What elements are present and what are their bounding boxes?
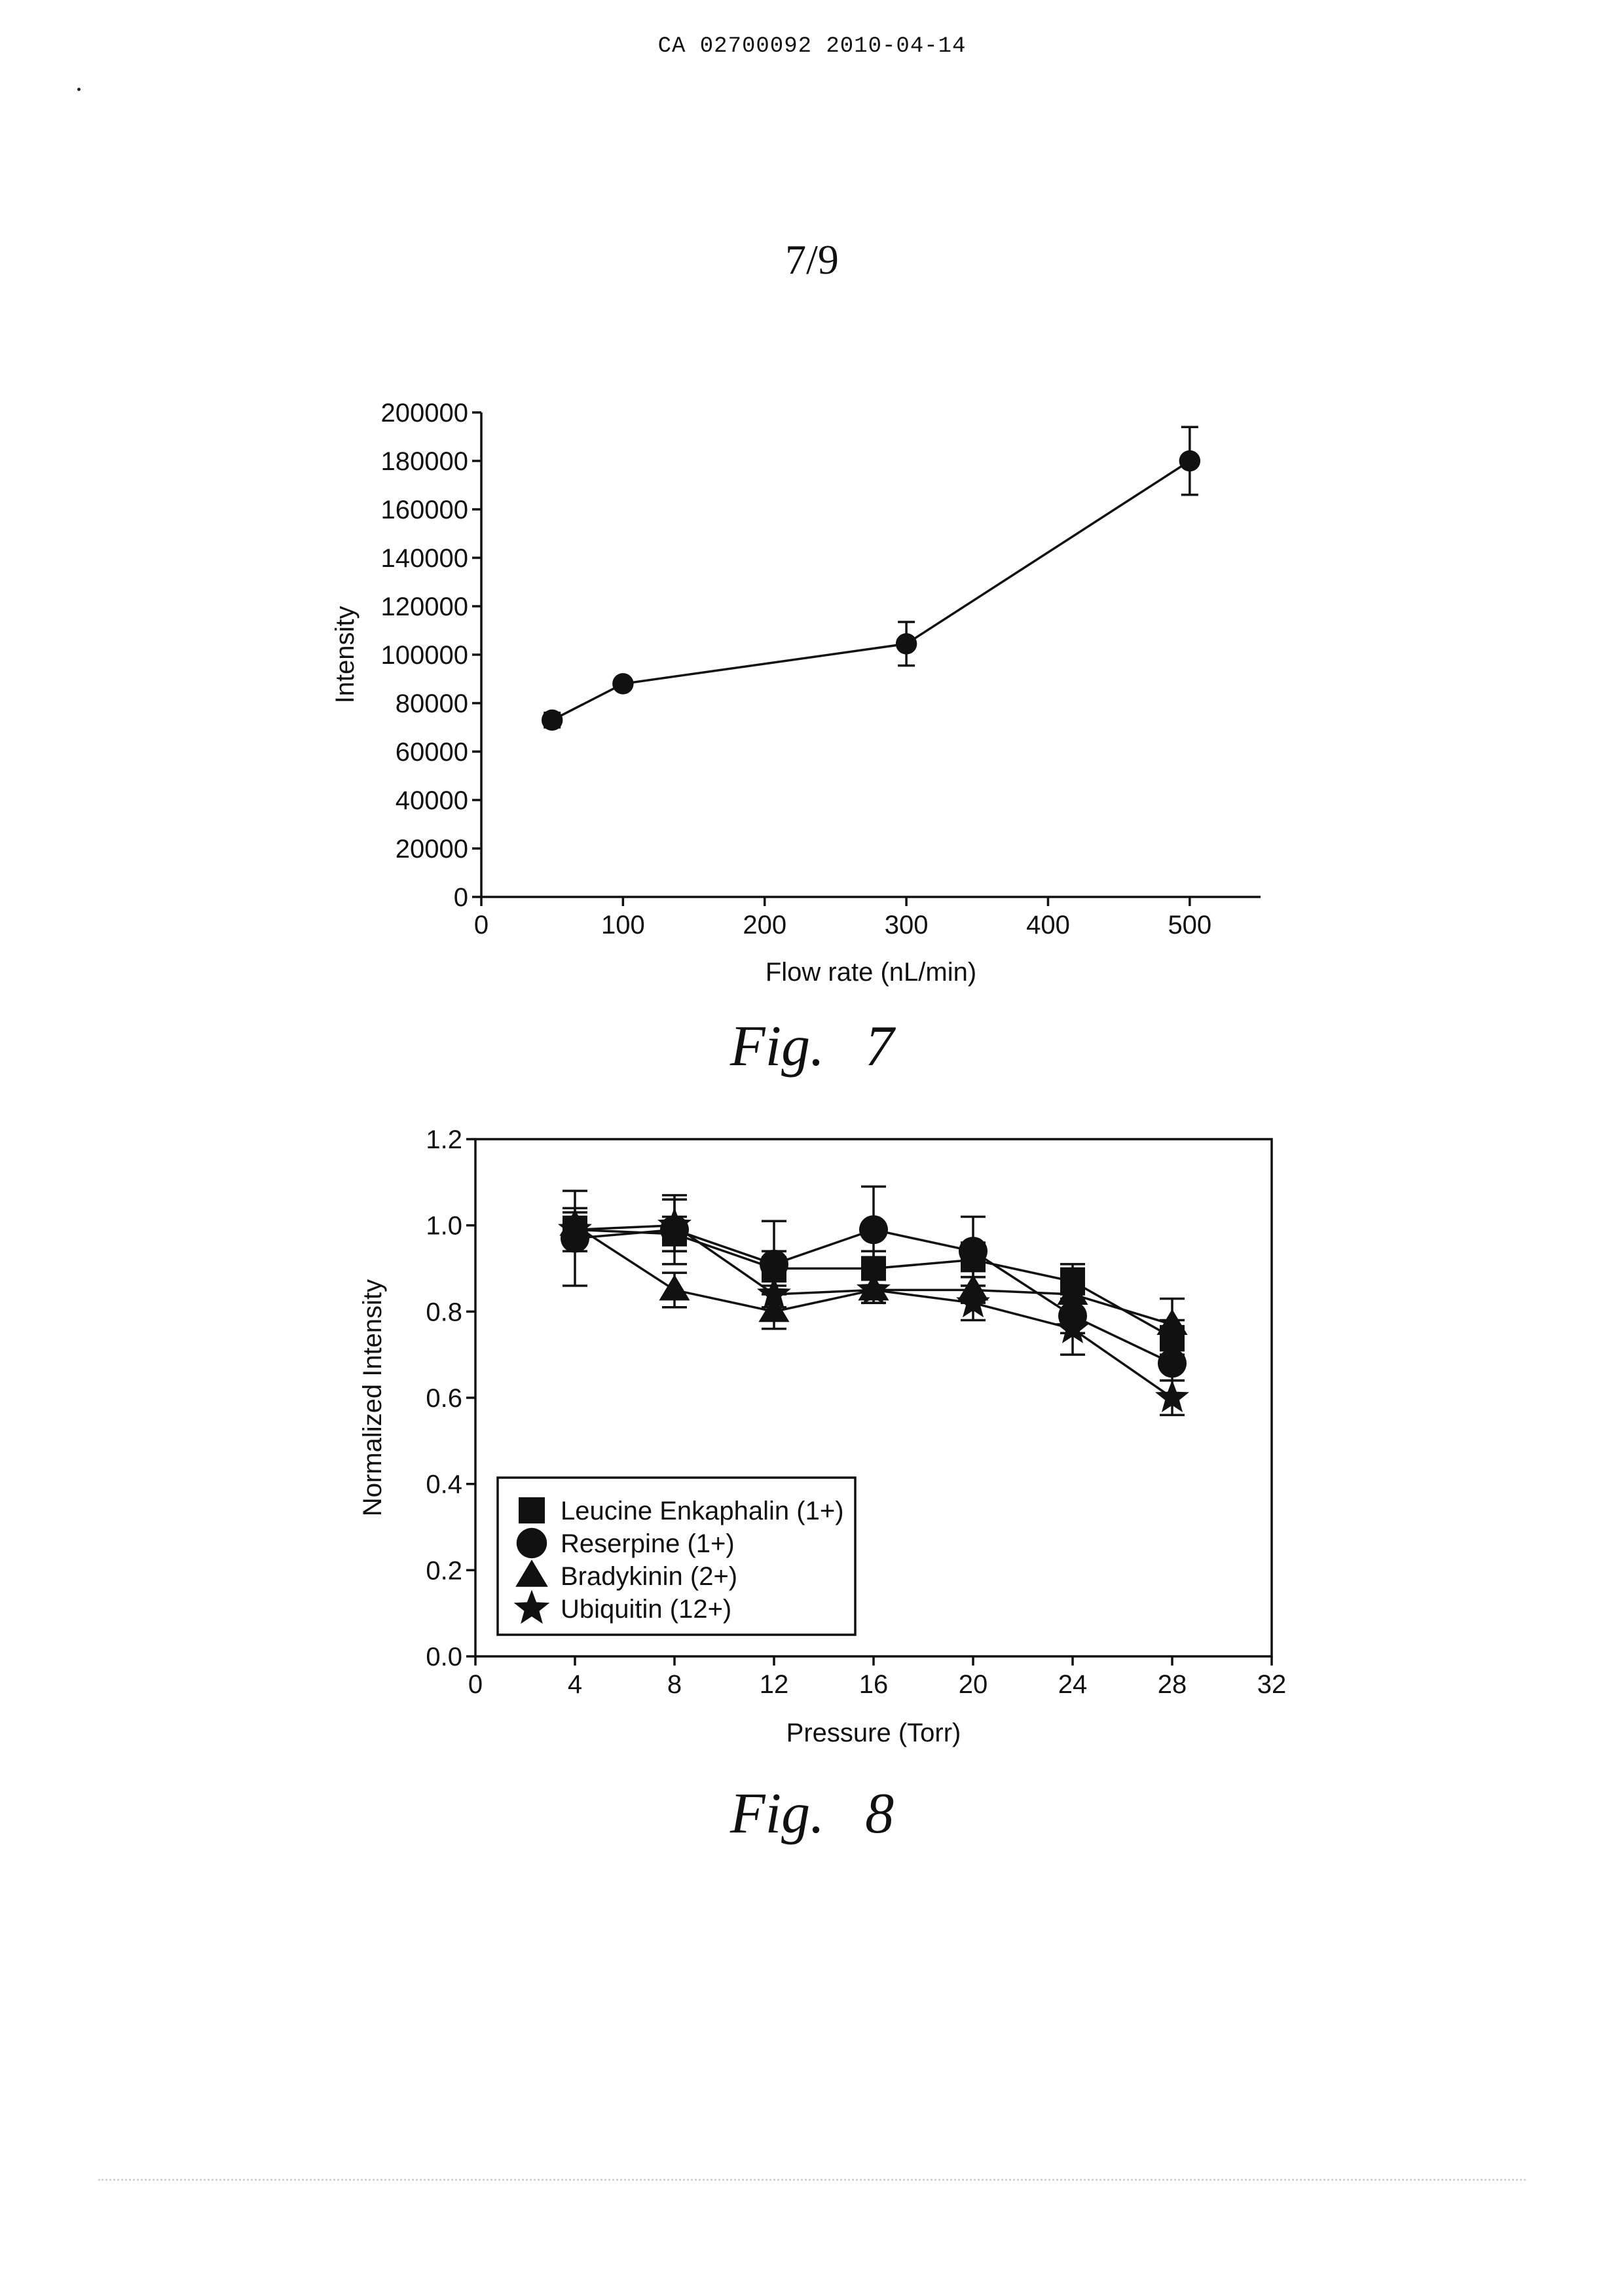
x-tick-label: 8 [667, 1670, 682, 1699]
y-tick-label: 20000 [396, 835, 468, 864]
series-line [552, 461, 1190, 720]
x-tick-label: 12 [760, 1670, 789, 1699]
data-point [542, 710, 563, 731]
figure-8-caption: Fig. 8 [0, 1781, 1624, 1847]
x-tick-label: 300 [885, 911, 929, 939]
x-axis-title: Flow rate (nL/min) [766, 958, 976, 987]
y-tick-label: 1.0 [426, 1212, 462, 1241]
x-tick-label: 500 [1168, 911, 1211, 939]
data-point [612, 673, 633, 694]
x-tick-label: 0 [468, 1670, 483, 1699]
x-tick-label: 100 [601, 911, 645, 939]
legend-label: Reserpine (1+) [561, 1529, 735, 1558]
y-tick-label: 0.2 [426, 1556, 462, 1585]
y-axis-title: Normalized Intensity [358, 1279, 387, 1516]
x-tick-label: 400 [1026, 911, 1070, 939]
y-tick-label: 60000 [396, 738, 468, 767]
document-id-header: CA 02700092 2010-04-14 [0, 34, 1624, 59]
y-axis-title: Intensity [331, 606, 360, 704]
legend-label: Ubiquitin (12+) [561, 1595, 731, 1624]
y-tick-label: 160000 [381, 496, 468, 524]
y-tick-label: 0 [454, 883, 468, 912]
legend-marker [517, 1528, 547, 1558]
x-tick-label: 24 [1058, 1670, 1088, 1699]
legend-label: Bradykinin (2+) [561, 1562, 737, 1591]
y-tick-label: 80000 [396, 689, 468, 718]
data-point [859, 1215, 888, 1244]
data-point [1179, 450, 1200, 471]
data-point [959, 1237, 987, 1266]
x-tick-label: 20 [959, 1670, 988, 1699]
legend-marker [519, 1497, 545, 1523]
data-point [760, 1250, 788, 1279]
x-axis-title: Pressure (Torr) [786, 1719, 961, 1747]
figure-8-chart: 0.0 0.2 0.4 0.6 0.8 1.0 1.2 0 4 8 12 16 20 24 28 32 Pres… [0, 1106, 1624, 1761]
y-tick-label: 0.6 [426, 1384, 462, 1413]
x-tick-label: 200 [743, 911, 786, 939]
y-tick-label: 40000 [396, 786, 468, 815]
legend-label: Leucine Enkaphalin (1+) [561, 1497, 844, 1525]
y-tick-label: 0.0 [426, 1643, 462, 1671]
data-point [659, 1275, 690, 1301]
y-tick-label: 180000 [381, 447, 468, 476]
y-tick-label: 140000 [381, 544, 468, 573]
data-point [1158, 1349, 1187, 1377]
y-tick-label: 100000 [381, 641, 468, 670]
x-tick-label: 16 [859, 1670, 889, 1699]
y-tick-label: 0.4 [426, 1470, 462, 1499]
data-point [896, 633, 917, 654]
scan-noise-footer [98, 2179, 1526, 2183]
y-tick-label: 120000 [381, 592, 468, 621]
x-tick-label: 4 [568, 1670, 582, 1699]
series-0 [542, 427, 1200, 731]
y-tick-label: 1.2 [426, 1125, 462, 1154]
y-tick-label: 200000 [381, 399, 468, 428]
x-tick-label: 32 [1257, 1670, 1287, 1699]
x-tick-label: 28 [1158, 1670, 1187, 1699]
page-number: 7/9 [0, 236, 1624, 284]
x-tick-label: 0 [474, 911, 489, 939]
stray-scan-mark [77, 88, 81, 91]
figure-7-caption: Fig. 7 [0, 1013, 1624, 1080]
figure-7-chart: 0 20000 40000 60000 80000 100000 120000 140000 1… [0, 367, 1624, 1008]
y-tick-label: 0.8 [426, 1298, 462, 1326]
